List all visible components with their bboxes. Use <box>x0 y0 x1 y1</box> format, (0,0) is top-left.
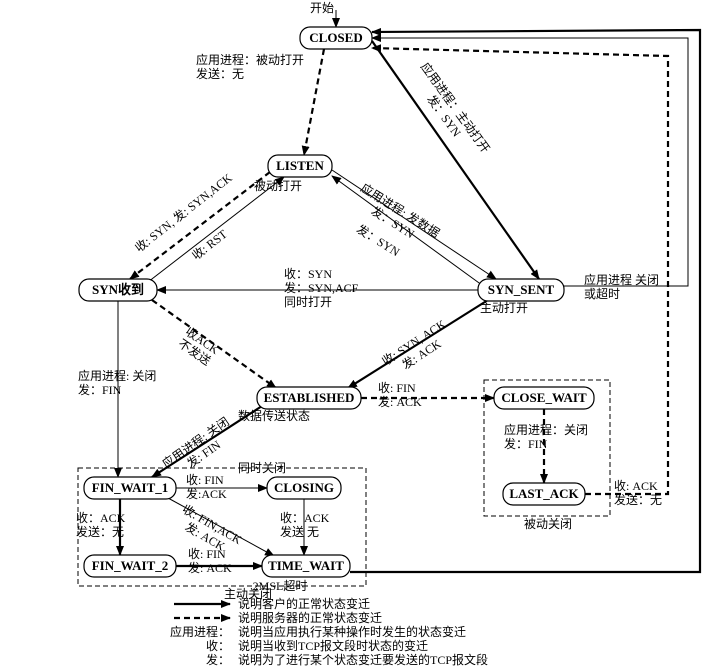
edge-label-synsent_est: 收: SYN, ACK发: ACK <box>379 317 456 380</box>
edge-label-synrcvd_finwait1: 应用进程: 关闭发：FIN <box>78 368 156 397</box>
edge-label-finwait1_closing: 收: FIN发:ACK <box>186 473 227 501</box>
svg-text:应用进程：被动打开: 应用进程：被动打开 <box>196 52 304 67</box>
svg-text:主动打开: 主动打开 <box>480 301 528 315</box>
edge-synsent_closed <box>372 38 688 286</box>
svg-text:收：SYN: 收：SYN <box>284 267 332 281</box>
state-label-closed: CLOSED <box>309 30 362 45</box>
svg-text:收: ACK: 收: ACK <box>614 479 658 493</box>
state-label-time_wait: TIME_WAIT <box>268 558 344 573</box>
legend-row-4: 发： 说明为了进行某个状态变迁要发送的TCP报文段 <box>206 652 488 667</box>
svg-text:收: FIN: 收: FIN <box>378 381 416 395</box>
edge-label-finwait1_finwait2: 收：ACK发送：无 <box>76 511 126 539</box>
svg-text:说明为了进行某个状态变迁要发送的TCP报文段: 说明为了进行某个状态变迁要发送的TCP报文段 <box>238 652 488 667</box>
svg-text:发：SYN,ACF: 发：SYN,ACF <box>284 280 359 295</box>
edge-label-timewait_below: 2MSL超时 <box>253 578 308 593</box>
edge-label-synsent_synrcvd: 收：SYN发：SYN,ACF同时打开 <box>284 267 359 309</box>
svg-text:发送：无: 发送：无 <box>614 492 662 507</box>
svg-text:发送 无: 发送 无 <box>280 524 319 539</box>
edge-label-est_closewait: 收: FIN发: ACK <box>378 381 422 409</box>
svg-text:开始: 开始 <box>310 1 334 15</box>
edge-label-finwait1_closing_above: 同时关闭 <box>238 461 286 475</box>
state-label-last_ack: LAST_ACK <box>509 486 579 501</box>
state-label-fin_wait_1: FIN_WAIT_1 <box>92 480 169 495</box>
edge-label-synrcvd_est: 收ACK不发送 <box>175 324 222 368</box>
edge-label-synrcvd_listen_rst: 收: RST <box>189 227 230 263</box>
edge-label-closing_timewait: 收：ACK发送 无 <box>280 511 330 539</box>
edge-closed_listen <box>304 49 324 155</box>
svg-text:收: FIN: 收: FIN <box>188 547 226 561</box>
state-label-syn_sent: SYN_SENT <box>488 282 555 297</box>
edge-label-start_closed: 开始 <box>310 1 334 15</box>
state-label-established: ESTABLISHED <box>264 390 355 405</box>
svg-text:收: FIN: 收: FIN <box>186 473 224 487</box>
edge-label-lastack_closed: 收: ACK发送：无 <box>614 479 662 507</box>
svg-text:收: RST: 收: RST <box>189 227 230 263</box>
svg-text:说明当应用执行某种操作时发生的状态变迁: 说明当应用执行某种操作时发生的状态变迁 <box>238 624 466 639</box>
legend-row-0: 说明客户的正常状态变迁 <box>174 596 370 611</box>
svg-text:应用进程 关闭: 应用进程 关闭 <box>584 272 659 287</box>
legend-row-2: 应用进程： 说明当应用执行某种操作时发生的状态变迁 <box>170 624 466 639</box>
svg-text:发送：无: 发送：无 <box>76 524 124 539</box>
svg-text:应用进程：: 应用进程： <box>170 624 230 639</box>
svg-text:说明客户的正常状态变迁: 说明客户的正常状态变迁 <box>238 596 370 611</box>
edge-label-synsent_below: 主动打开 <box>480 301 528 315</box>
svg-text:数据传送状态: 数据传送状态 <box>238 408 310 423</box>
svg-text:发：FIN: 发：FIN <box>78 382 122 397</box>
svg-text:发：FIN: 发：FIN <box>504 436 548 451</box>
svg-text:发:ACK: 发:ACK <box>186 486 227 501</box>
state-label-fin_wait_2: FIN_WAIT_2 <box>92 558 169 573</box>
state-label-listen: LISTEN <box>276 158 324 173</box>
svg-text:收：ACK: 收：ACK <box>76 511 126 525</box>
edge-listen_synrcvd <box>130 172 270 279</box>
svg-text:收：: 收： <box>206 639 230 653</box>
edge-label-finwait2_timewait: 收: FIN发: ACK <box>188 547 232 575</box>
edge-label-listen_below: 被动打开 <box>254 179 302 193</box>
svg-text:被动打开: 被动打开 <box>254 179 302 193</box>
edge-label-est_below: 数据传送状态 <box>238 408 310 423</box>
state-label-closing: CLOSING <box>274 480 334 495</box>
edge-label-synsent_closed: 应用进程 关闭或超时 <box>584 272 659 301</box>
group-box-label-passive_close: 被动关闭 <box>524 517 572 531</box>
legend-row-1: 说明服务器的正常状态变迁 <box>174 610 382 625</box>
svg-text:发: ACK: 发: ACK <box>188 560 232 575</box>
svg-text:同时打开: 同时打开 <box>284 295 332 309</box>
svg-text:发：: 发： <box>206 652 230 667</box>
svg-text:或超时: 或超时 <box>584 286 620 301</box>
edge-label-closed_synsent: 应用进程：主动打开发：SYN <box>407 59 494 163</box>
edge-label-listen_synsent_send: 应用进程: 发数据发：SYN <box>351 180 443 252</box>
svg-text:收：ACK: 收：ACK <box>280 511 330 525</box>
legend-row-3: 收： 说明当收到TCP报文段时状态的变迁 <box>206 638 428 653</box>
svg-text:发: ACK: 发: ACK <box>378 394 422 409</box>
tcp-state-diagram: 主动关闭被动关闭 CLOSEDLISTENSYN收到SYN_SENTESTABL… <box>0 0 711 672</box>
svg-text:2MSL超时: 2MSL超时 <box>253 578 308 593</box>
svg-text:发送：无: 发送：无 <box>196 66 244 81</box>
state-label-syn_rcvd: SYN收到 <box>92 282 144 297</box>
svg-text:说明服务器的正常状态变迁: 说明服务器的正常状态变迁 <box>238 610 382 625</box>
edge-label-closewait_lastack: 应用进程：关闭发：FIN <box>504 422 588 451</box>
svg-text:应用进程：关闭: 应用进程：关闭 <box>504 422 588 437</box>
svg-text:说明当收到TCP报文段时状态的变迁: 说明当收到TCP报文段时状态的变迁 <box>238 638 428 653</box>
svg-text:应用进程: 关闭: 应用进程: 关闭 <box>78 368 156 383</box>
edge-label-closed_listen: 应用进程：被动打开发送：无 <box>196 52 304 81</box>
state-label-close_wait: CLOSE_WAIT <box>501 390 587 405</box>
svg-text:同时关闭: 同时关闭 <box>238 461 286 475</box>
